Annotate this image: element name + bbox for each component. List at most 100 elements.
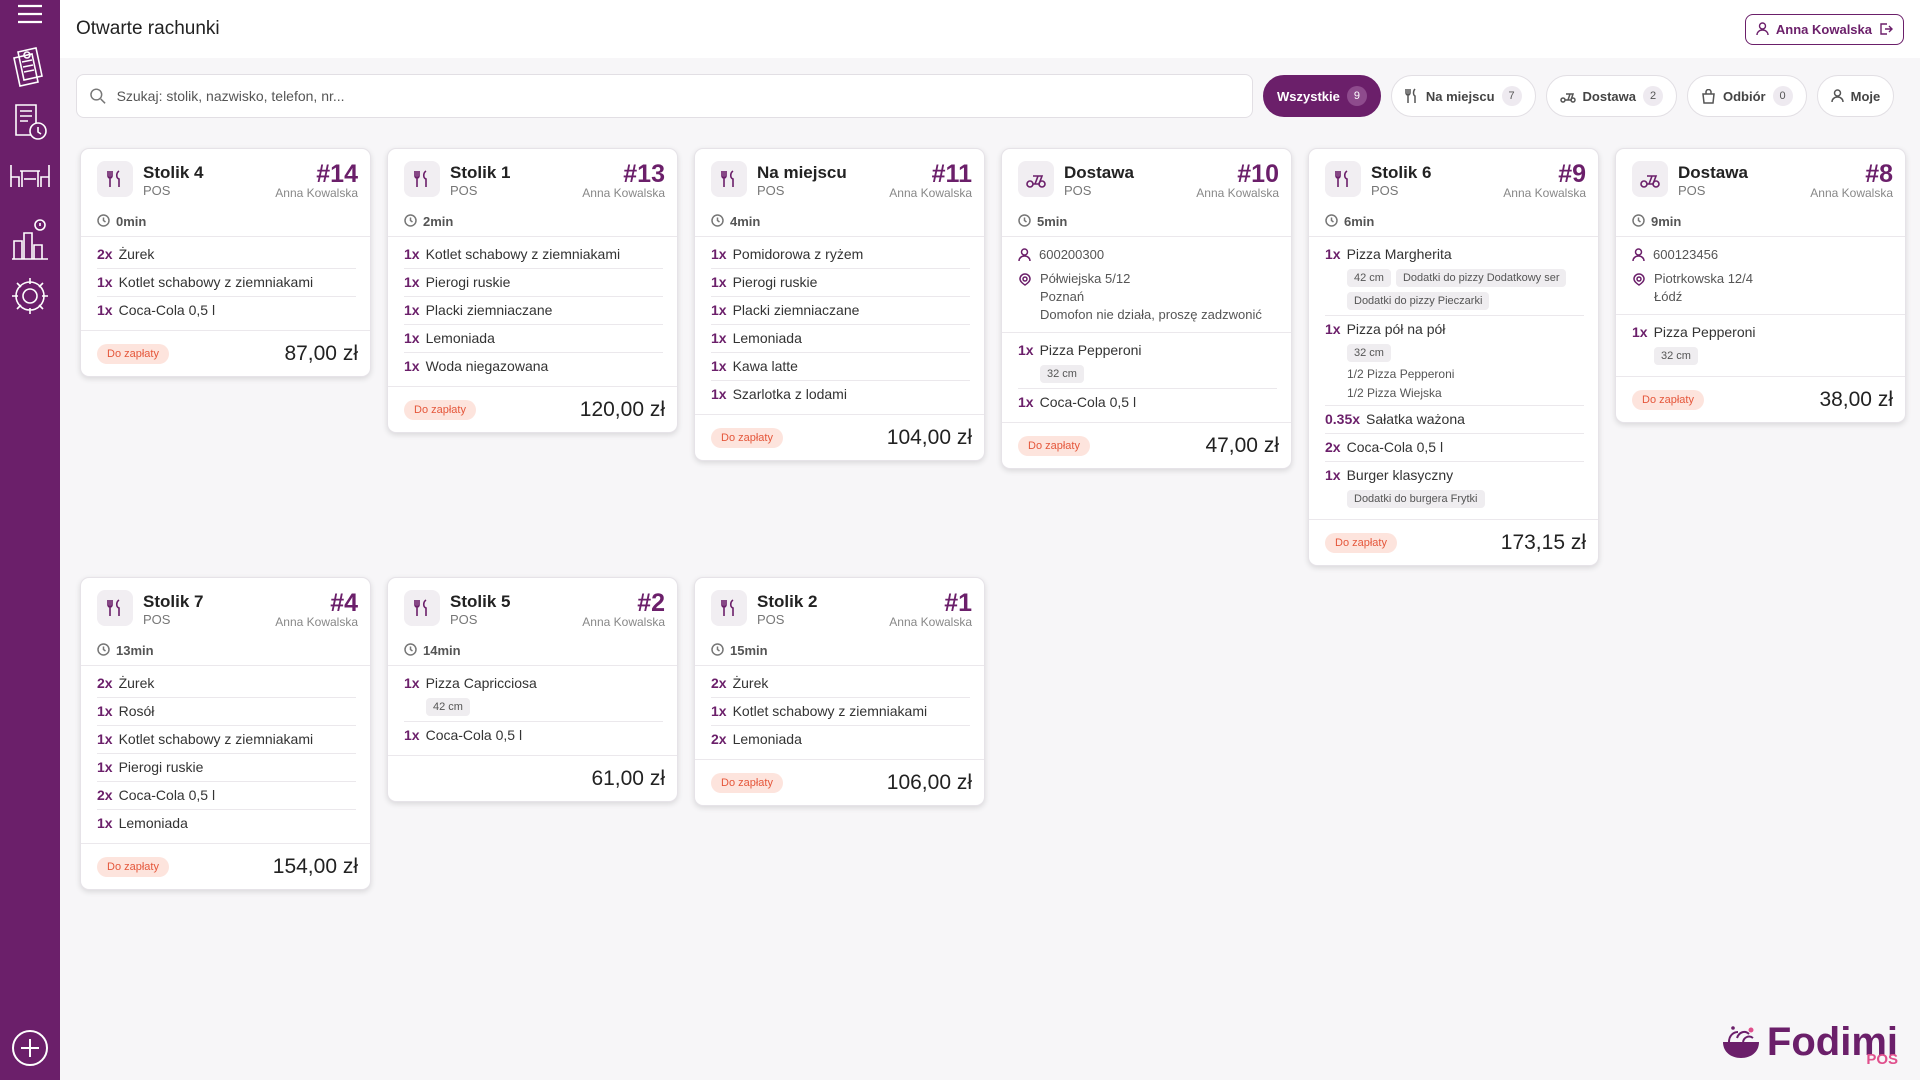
elapsed-time: 14min [388,636,677,666]
item-tags: 42 cm Dodatki do pizzy Dodatkowy ser Dodat… [1325,269,1584,310]
order-total: 106,00 zł [886,770,972,794]
toolbar: Wszystkie 9 Na miejscu 7 Dostawa 2 Odbió… [60,58,1920,134]
address-line: Łódź [1654,289,1683,304]
card-footer: Do zapłaty 120,00 zł [388,386,677,432]
clock-icon [1325,213,1338,230]
item-name: Pizza Pepperoni [1039,342,1142,358]
user-button[interactable]: Anna Kowalska [1744,13,1904,45]
filter-all[interactable]: Wszystkie 9 [1263,75,1381,117]
menu-icon[interactable] [0,1,60,27]
item-name: Kotlet schabowy z ziemniakami [732,703,928,719]
item-tag: 32 cm [1654,347,1698,365]
filter-dine-in[interactable]: Na miejscu 7 [1390,75,1536,117]
elapsed-time-value: 14min [423,643,461,658]
card-footer: Do zapłaty 47,00 zł [1002,422,1291,468]
item-quantity: 1x [1325,246,1341,262]
item-quantity: 1x [97,302,113,318]
item-name: Pierogi ruskie [732,274,818,290]
orders-icon[interactable] [0,41,60,95]
reports-icon[interactable] [0,209,60,269]
address-line: Piotrkowska 12/4 [1654,271,1753,286]
list-item: 1x Coca-Cola 0,5 l [1018,389,1277,416]
filter-delivery[interactable]: Dostawa 2 [1545,75,1677,117]
filter-pickup[interactable]: Odbiór 0 [1687,75,1807,117]
item-name: Pizza Capricciosa [425,675,537,691]
tables-icon[interactable] [0,149,60,203]
waiter-name: Anna Kowalska [1810,186,1893,200]
list-item: 1x Pizza Pepperoni 32 cm [1018,337,1277,389]
item-quantity: 1x [711,386,727,402]
item-quantity: 1x [1632,324,1648,340]
item-name: Pizza Margherita [1346,246,1452,262]
order-number: #10 [1237,160,1279,188]
clock-icon [404,642,417,659]
elapsed-time: 4min [695,207,984,237]
item-name: Lemoniada [732,731,802,747]
order-card[interactable]: Stolik 5 POS #2 Anna Kowalska 14min 1x Pizza C… [387,577,678,802]
status-badge: Do zapłaty [1325,532,1397,553]
delivery-info: 600123456 Piotrkowska 12/4 Łódź [1616,237,1905,315]
order-card[interactable]: Stolik 1 POS #13 Anna Kowalska 2min 1x Kotlet … [387,148,678,433]
list-item: 1x Woda niegazowana [404,353,663,380]
list-item: 2x Żurek [97,670,356,698]
sidebar [0,0,60,1080]
order-total: 87,00 zł [284,341,358,365]
order-number: #9 [1558,160,1586,188]
list-item: 1x Pierogi ruskie [711,269,970,297]
elapsed-time-value: 0min [116,214,147,229]
order-card[interactable]: Stolik 4 POS #14 Anna Kowalska 0min 2x Żurek 1x… [80,148,371,377]
logout-icon [1880,23,1893,35]
order-card[interactable]: Stolik 7 POS #4 Anna Kowalska 13min 2x Żurek 1x… [80,577,371,890]
elapsed-time-value: 15min [730,643,768,658]
items-list: 1x Pizza Margherita 42 cm Dodatki do pizzy … [1309,237,1598,519]
settings-icon[interactable] [0,269,60,323]
clock-icon [97,213,110,230]
status-badge: Do zapłaty [711,427,783,448]
order-card[interactable]: Stolik 6 POS #9 Anna Kowalska 6min 1x Pizza Ma… [1308,148,1599,566]
item-tag: Dodatki do pizzy Dodatkowy ser [1395,269,1567,287]
clock-icon [1018,213,1031,230]
item-tags: 32 cm [1632,347,1891,365]
elapsed-time: 13min [81,636,370,666]
card-title: Stolik 4 [143,163,204,182]
order-card[interactable]: Stolik 2 POS #1 Anna Kowalska 15min 2x Żurek 1x… [694,577,985,806]
order-total: 61,00 zł [591,766,665,790]
elapsed-time: 15min [695,636,984,666]
waiter-name: Anna Kowalska [889,186,972,200]
item-tags: 32 cm [1018,365,1277,383]
order-card[interactable]: Dostawa POS #10 Anna Kowalska 5min 600200300 P… [1001,148,1292,469]
cutlery-icon [1325,161,1361,197]
item-name: Kotlet schabowy z ziemniakami [118,274,314,290]
clock-icon [711,642,724,659]
list-item: 1x Pierogi ruskie [404,269,663,297]
location-icon [1632,270,1646,306]
history-icon[interactable] [0,95,60,149]
search-box [76,74,1253,118]
filter-label: Wszystkie [1277,88,1340,104]
filter-mine[interactable]: Moje [1816,75,1895,117]
waiter-name: Anna Kowalska [1196,186,1279,200]
search-input[interactable] [116,88,1240,104]
elapsed-time-value: 4min [730,214,761,229]
logo-bowl-icon [1722,1026,1759,1058]
order-card[interactable]: Na miejscu POS #11 Anna Kowalska 4min 1x Pomid… [694,148,985,461]
item-name: Kotlet schabowy z ziemniakami [118,731,314,747]
filter-label: Moje [1850,88,1881,104]
status-badge: Do zapłaty [711,772,783,793]
order-total: 173,15 zł [1500,530,1586,554]
list-item: 1x Pomidorowa z ryżem [711,241,970,269]
item-quantity: 2x [1325,439,1341,455]
person-icon [1018,246,1031,267]
location-icon [1018,270,1032,324]
elapsed-time-value: 2min [423,214,454,229]
items-list: 1x Pomidorowa z ryżem 1x Pierogi ruskie 1x Pl… [695,237,984,414]
scooter-icon [1559,93,1576,103]
status-badge: Do zapłaty [97,856,169,877]
add-icon[interactable] [0,1028,60,1068]
list-item: 1x Kotlet schabowy z ziemniakami [711,698,970,726]
elapsed-time: 5min [1002,207,1291,237]
item-quantity: 1x [404,675,420,691]
order-card[interactable]: Dostawa POS #8 Anna Kowalska 9min 600123456 Pi… [1615,148,1906,423]
item-name: Kawa latte [732,358,798,374]
waiter-name: Anna Kowalska [582,615,665,629]
